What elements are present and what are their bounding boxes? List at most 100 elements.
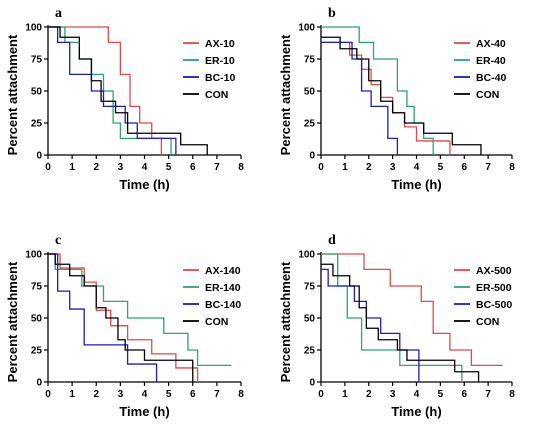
- x-tick-label: 2: [366, 162, 372, 173]
- x-tick-label: 8: [238, 389, 244, 400]
- panel-letter: d: [328, 233, 336, 248]
- y-tick-label: 100: [25, 250, 42, 261]
- panel-b: 0 1 2 3 4 5 6 7 8 0 25 50 75 100 Time (h) Percent attac…: [278, 6, 515, 192]
- legend-label: ER-10: [205, 55, 235, 67]
- x-axis-title: Time (h): [119, 177, 169, 192]
- legend-label: ER-140: [205, 282, 241, 294]
- legend-label: BC-500: [476, 299, 512, 311]
- x-tick-label: 0: [45, 389, 51, 400]
- series-line-ax-500: [321, 253, 503, 367]
- legend-label: CON: [205, 316, 228, 328]
- legend-label: AX-140: [205, 265, 241, 277]
- y-tick-label: 0: [309, 378, 315, 389]
- y-tick-label: 0: [36, 378, 42, 389]
- x-tick-label: 3: [118, 389, 124, 400]
- y-tick-label: 75: [304, 282, 316, 293]
- series-line-er-140: [48, 253, 232, 367]
- y-axis-title: Percent attachment: [5, 34, 20, 155]
- y-tick-label: 75: [31, 55, 43, 66]
- legend-label: ER-40: [476, 55, 506, 67]
- y-tick-label: 100: [298, 250, 315, 261]
- x-tick-label: 3: [118, 162, 124, 173]
- y-tick-label: 25: [304, 346, 316, 357]
- y-tick-label: 50: [304, 87, 316, 98]
- x-tick-label: 7: [214, 389, 220, 400]
- y-tick-label: 100: [298, 23, 315, 34]
- legend-label: AX-10: [205, 38, 235, 50]
- series-line-con: [321, 36, 482, 155]
- x-tick-label: 4: [414, 389, 420, 400]
- series-line-bc-140: [48, 253, 158, 382]
- legend-label: AX-500: [476, 265, 512, 277]
- x-tick-label: 4: [414, 162, 420, 173]
- series-line-er-10: [48, 26, 172, 155]
- series-line-bc-40: [321, 41, 399, 155]
- series-line-con: [321, 263, 480, 382]
- x-tick-label: 2: [366, 389, 372, 400]
- legend-label: BC-40: [476, 72, 507, 84]
- x-tick-label: 2: [93, 162, 99, 173]
- legend-label: ER-500: [476, 282, 512, 294]
- y-axis-title: Percent attachment: [5, 261, 20, 382]
- panel-a: 0 1 2 3 4 5 6 7 8 0 25 50 75 100 Time (h) Percent attac…: [5, 6, 244, 192]
- x-tick-label: 0: [45, 162, 51, 173]
- y-tick-label: 0: [36, 151, 42, 162]
- x-axis-title: Time (h): [391, 177, 441, 192]
- x-tick-label: 6: [461, 162, 467, 173]
- panel-d: 0 1 2 3 4 5 6 7 8 0 25 50 75 100 Time (h) Percent attac…: [278, 233, 515, 419]
- panel-letter: b: [328, 6, 336, 21]
- x-tick-label: 4: [142, 162, 148, 173]
- series-line-ax-140: [48, 253, 199, 382]
- y-tick-label: 75: [304, 55, 316, 66]
- x-tick-label: 3: [390, 389, 396, 400]
- y-tick-label: 25: [31, 346, 43, 357]
- y-tick-label: 0: [309, 151, 315, 162]
- panel-letter: c: [55, 233, 61, 248]
- y-axis-title: Percent attachment: [278, 34, 293, 155]
- x-tick-label: 6: [190, 162, 196, 173]
- x-tick-label: 1: [342, 162, 348, 173]
- x-tick-label: 5: [438, 389, 444, 400]
- x-tick-label: 1: [69, 389, 75, 400]
- legend-label: CON: [205, 89, 228, 101]
- y-tick-label: 100: [25, 23, 42, 34]
- x-tick-label: 6: [190, 389, 196, 400]
- x-tick-label: 2: [93, 389, 99, 400]
- x-tick-label: 3: [390, 162, 396, 173]
- legend-label: AX-40: [476, 38, 506, 50]
- x-tick-label: 5: [166, 389, 172, 400]
- y-tick-label: 25: [31, 119, 43, 130]
- x-tick-label: 8: [238, 162, 244, 173]
- x-axis-title: Time (h): [119, 404, 169, 419]
- legend-label: BC-140: [205, 299, 241, 311]
- y-tick-label: 50: [304, 314, 316, 325]
- legend-label: BC-10: [205, 72, 236, 84]
- y-tick-label: 50: [31, 314, 43, 325]
- y-tick-label: 25: [304, 119, 316, 130]
- y-tick-label: 50: [31, 87, 43, 98]
- x-tick-label: 0: [318, 389, 324, 400]
- panel-c: 0 1 2 3 4 5 6 7 8 0 25 50 75 100 Time (h) Percent attac…: [5, 233, 244, 419]
- series-line-con: [48, 26, 208, 155]
- x-tick-label: 1: [342, 389, 348, 400]
- x-tick-label: 7: [214, 162, 220, 173]
- panel-letter: a: [55, 6, 62, 21]
- x-tick-label: 6: [461, 389, 467, 400]
- x-tick-label: 7: [485, 162, 491, 173]
- x-tick-label: 7: [485, 389, 491, 400]
- x-tick-label: 1: [69, 162, 75, 173]
- x-axis-title: Time (h): [391, 404, 441, 419]
- x-tick-label: 4: [142, 389, 148, 400]
- y-axis-title: Percent attachment: [278, 261, 293, 382]
- x-tick-label: 5: [166, 162, 172, 173]
- x-tick-label: 5: [438, 162, 444, 173]
- x-tick-label: 8: [509, 389, 515, 400]
- legend-label: CON: [476, 89, 499, 101]
- legend-label: CON: [476, 316, 499, 328]
- x-tick-label: 0: [318, 162, 324, 173]
- y-tick-label: 75: [31, 282, 43, 293]
- x-tick-label: 8: [509, 162, 515, 173]
- series-line-er-500: [321, 253, 463, 382]
- series-line-con: [48, 253, 194, 382]
